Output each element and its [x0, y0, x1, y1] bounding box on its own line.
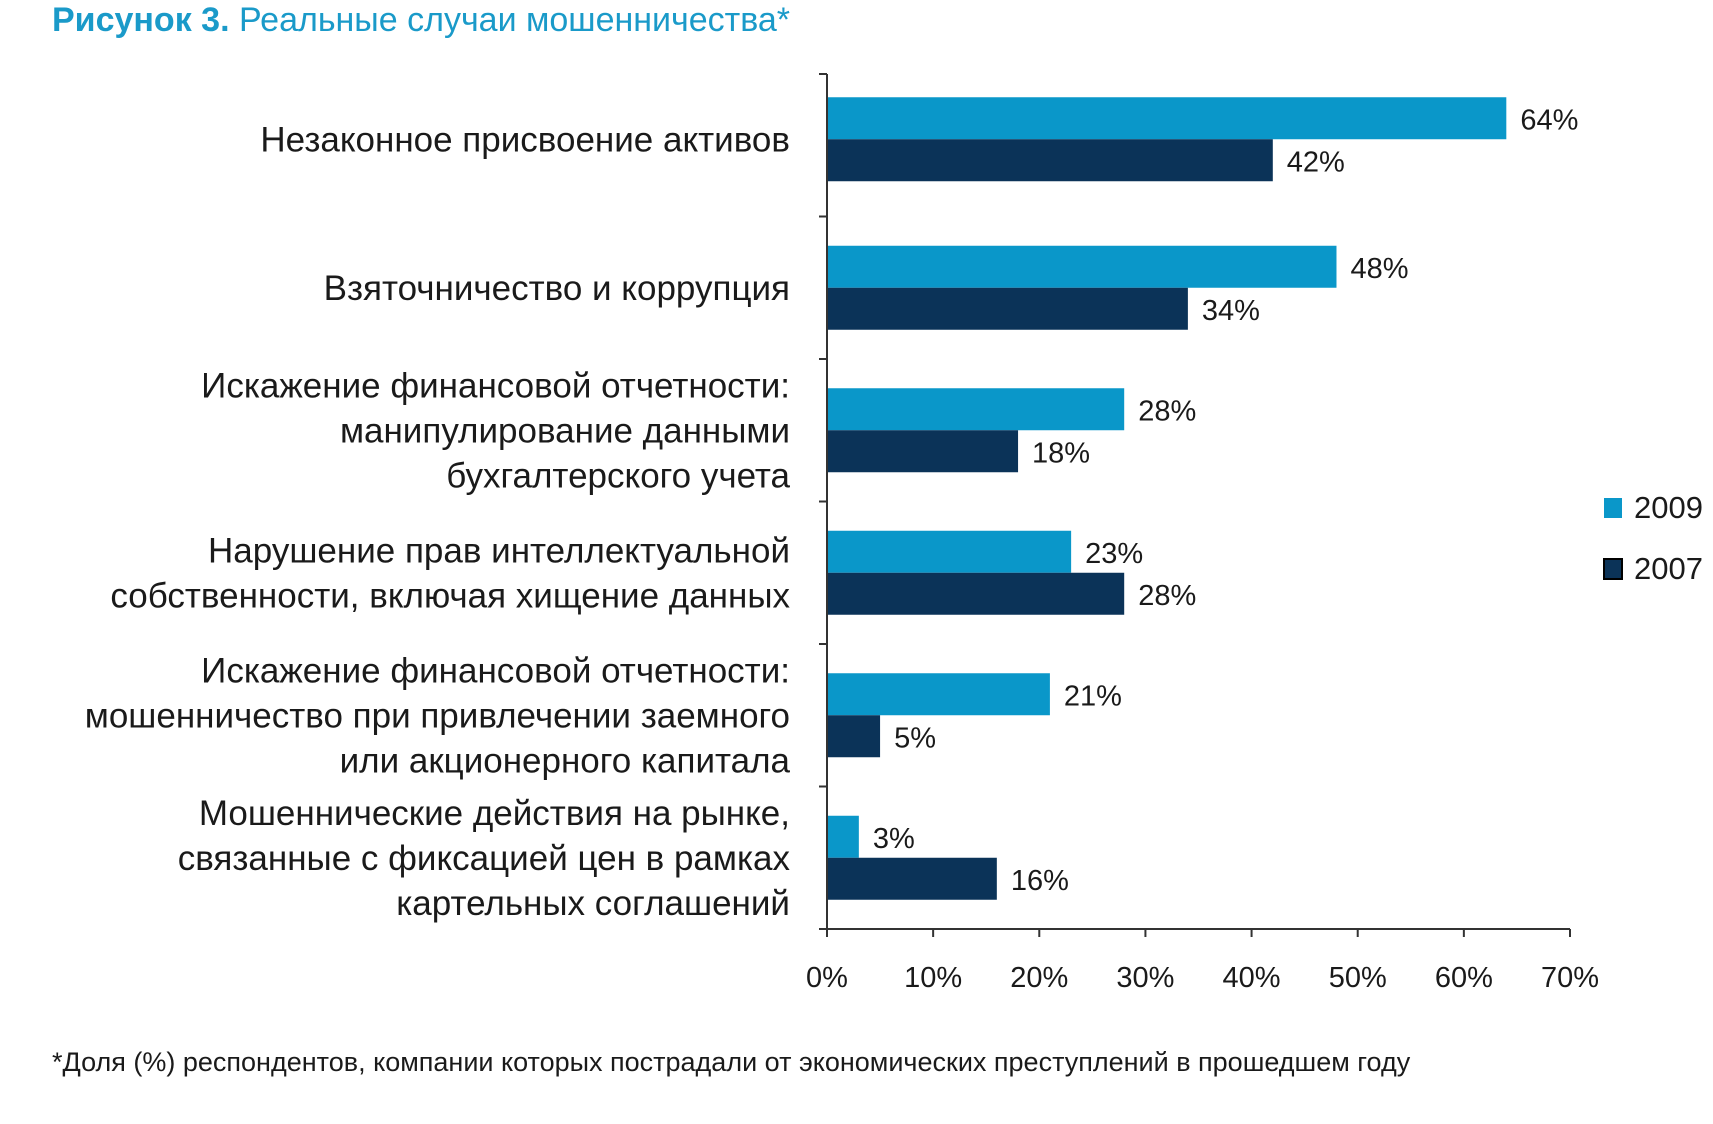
plot-area: 0% 10% 20% 30% 40% 50% 60% 70% 64% 42% Незаконное …	[85, 73, 1599, 994]
legend-label-2007: 2007	[1634, 551, 1703, 586]
category-label: связанные с фиксацией цен в рамках	[178, 839, 791, 878]
x-tick-label: 70%	[1541, 962, 1599, 994]
bar-2007	[828, 287, 1188, 330]
data-label-2007: 34%	[1202, 295, 1260, 327]
data-label-2007: 28%	[1138, 580, 1196, 612]
bar-2007	[828, 857, 997, 900]
x-tick-label: 40%	[1223, 962, 1281, 994]
chart-title: Рисунок 3. Реальные случаи мошенничества…	[52, 1, 790, 39]
data-label-2007: 18%	[1032, 437, 1090, 469]
data-label-2007: 42%	[1287, 146, 1345, 178]
chart-title-bold: Рисунок 3.	[52, 1, 230, 39]
category-label: Мошеннические действия на рынке,	[199, 794, 790, 833]
category-label: бухгалтерского учета	[446, 456, 790, 495]
data-label-2007: 5%	[894, 722, 936, 754]
category-label: Искажение финансовой отчетности:	[201, 366, 790, 405]
data-label-2007: 16%	[1011, 865, 1069, 897]
x-tick-label: 20%	[1010, 962, 1068, 994]
legend: 2009 2007	[1603, 490, 1703, 586]
category-label: мошенничество при привлечении заемного	[85, 696, 790, 735]
category-label: или акционерного капитала	[340, 741, 791, 780]
data-label-2009: 3%	[873, 823, 915, 855]
x-tick-label: 50%	[1329, 962, 1387, 994]
x-tick-label: 60%	[1435, 962, 1493, 994]
x-tick-label: 10%	[904, 962, 962, 994]
legend-swatch-2009	[1604, 498, 1622, 518]
category-label: Незаконное присвоение активов	[260, 120, 790, 159]
bar-2009	[828, 530, 1072, 573]
data-label-2009: 64%	[1520, 104, 1578, 136]
bar-2009	[828, 97, 1507, 140]
category-label: Искажение финансовой отчетности:	[201, 651, 790, 690]
bar-2007	[828, 430, 1019, 473]
x-tick-label: 0%	[806, 962, 848, 994]
chart-title-rest: Реальные случаи мошенничества*	[230, 1, 791, 39]
x-tick-label: 30%	[1116, 962, 1174, 994]
bar-2009	[828, 245, 1337, 288]
category-label: Нарушение прав интеллектуальной	[208, 531, 790, 570]
legend-swatch-2007	[1603, 558, 1623, 580]
category-label: собственности, включая хищение данных	[110, 576, 790, 615]
data-label-2009: 23%	[1085, 538, 1143, 570]
footnote: *Доля (%) респондентов, компании которых…	[52, 1047, 1411, 1077]
data-label-2009: 48%	[1350, 253, 1408, 285]
legend-label-2009: 2009	[1634, 490, 1703, 525]
category-label: манипулирование данными	[340, 411, 790, 450]
bar-2007	[828, 139, 1273, 182]
data-label-2009: 28%	[1138, 395, 1196, 427]
bar-2009	[828, 388, 1125, 431]
bar-2009	[828, 673, 1050, 716]
category-label: Взяточничество и коррупция	[324, 269, 790, 308]
data-label-2009: 21%	[1064, 680, 1122, 712]
bar-2009	[828, 815, 859, 858]
bar-2007	[828, 715, 881, 758]
bar-2007	[828, 572, 1125, 615]
category-label: картельных соглашений	[396, 884, 790, 923]
